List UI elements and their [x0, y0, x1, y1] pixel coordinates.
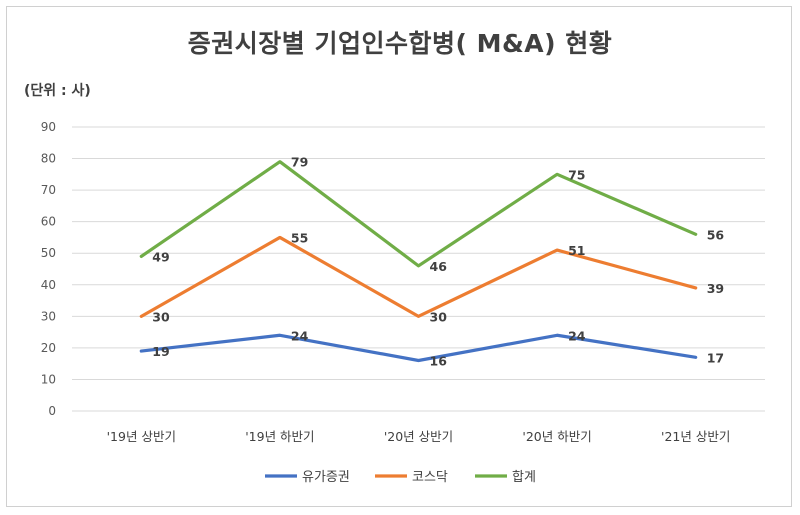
legend-label: 유가증권: [302, 470, 350, 485]
chart-frame: [6, 6, 792, 507]
x-tick-label: '20년 하반기: [522, 429, 591, 444]
series-line-3: [139, 160, 698, 268]
data-label: 30: [430, 309, 448, 324]
series-line-2: [139, 235, 698, 318]
data-label: 24: [291, 328, 309, 343]
x-tick-label: '19년 상반기: [107, 429, 176, 444]
x-tick-label: '20년 상반기: [384, 429, 453, 444]
data-label: 79: [291, 155, 308, 170]
gridlines: [72, 126, 765, 412]
data-label: 55: [291, 230, 308, 245]
unit-label: (단위 : 사): [24, 83, 91, 99]
x-tick-label: '19년 하반기: [245, 429, 314, 444]
legend-item: 유가증권: [265, 470, 350, 485]
y-tick-label: 80: [41, 152, 56, 166]
y-tick-label: 40: [41, 278, 56, 292]
series-line-1: [139, 333, 698, 363]
x-axis-ticks: '19년 상반기 '19년 하반기 '20년 상반기 '20년 하반기 '21년 상반기: [107, 429, 731, 444]
data-labels: 19 24 16 24 17 30 55 30 51 39 49 79 46 75 56: [152, 155, 724, 369]
data-label: 56: [707, 227, 725, 242]
y-tick-label: 20: [41, 341, 56, 355]
y-tick-label: 50: [41, 246, 56, 260]
y-tick-label: 70: [41, 183, 56, 197]
legend-label: 코스닥: [412, 470, 448, 485]
y-tick-label: 30: [41, 309, 56, 323]
data-label: 16: [430, 354, 448, 369]
legend-item: 코스닥: [375, 470, 448, 485]
legend: 유가증권 코스닥 합계: [265, 470, 536, 485]
y-tick-label: 10: [41, 372, 56, 386]
y-tick-label: 60: [41, 215, 56, 229]
legend-item: 합계: [475, 470, 536, 485]
data-label: 30: [152, 309, 170, 324]
y-axis-ticks: 0 10 20 30 40 50 60 70 80 90: [41, 120, 56, 418]
data-label: 51: [568, 243, 585, 258]
chart-title: 증권시장별 기업인수합병( M&A) 현황: [187, 29, 613, 58]
y-tick-label: 0: [48, 404, 56, 418]
data-label: 49: [152, 249, 169, 264]
data-label: 75: [568, 167, 585, 182]
legend-label: 합계: [512, 470, 536, 485]
data-label: 39: [707, 281, 724, 296]
data-label: 24: [568, 328, 586, 343]
x-tick-label: '21년 상반기: [661, 429, 730, 444]
data-label: 17: [707, 350, 724, 365]
data-label: 19: [152, 344, 169, 359]
data-label: 46: [430, 259, 448, 274]
series-lines: [139, 160, 698, 363]
y-tick-label: 90: [41, 120, 56, 134]
